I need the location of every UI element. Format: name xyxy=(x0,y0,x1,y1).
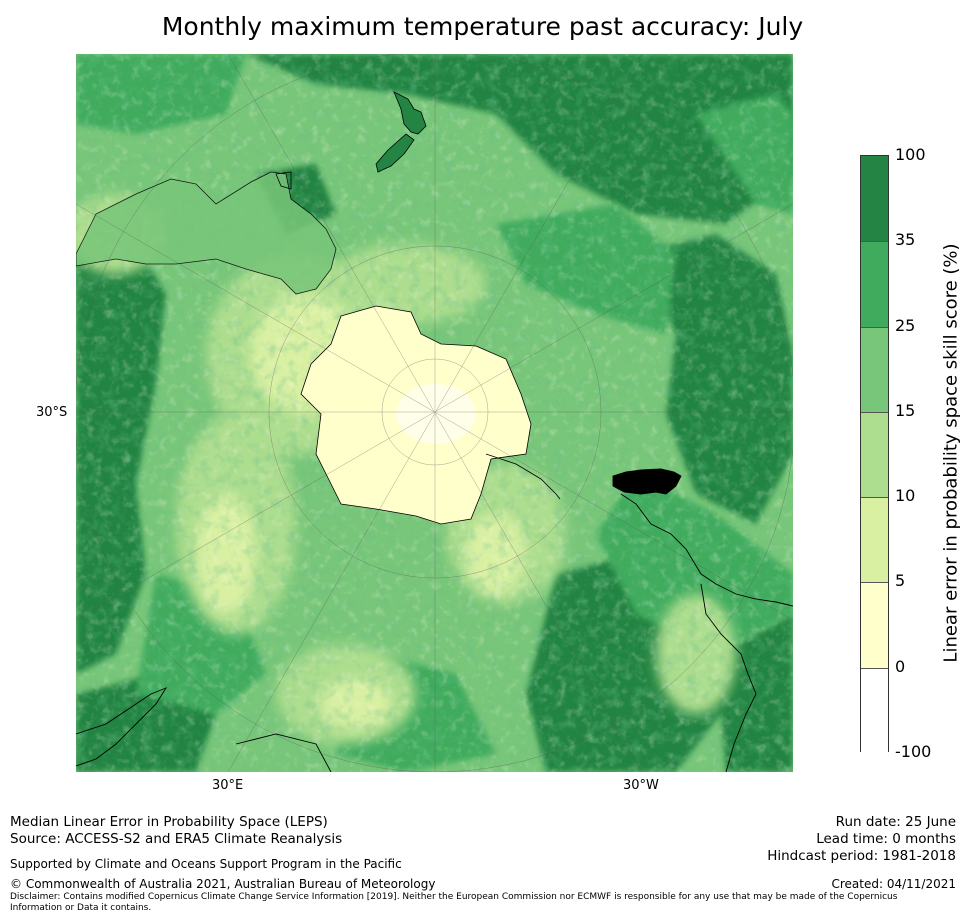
colorbar-tick-label: 5 xyxy=(895,571,906,591)
colorbar-bin xyxy=(861,667,888,753)
graticule xyxy=(76,54,793,772)
footer-method: Median Linear Error in Probability Space… xyxy=(10,814,328,830)
colorbar-tick-label: 35 xyxy=(895,230,916,250)
colorbar-bin xyxy=(861,497,888,583)
colorbar-bin xyxy=(861,326,888,412)
colorbar-bin xyxy=(861,582,888,668)
footer-copyright: © Commonwealth of Australia 2021, Austra… xyxy=(10,877,436,891)
footer-created: Created: 04/11/2021 xyxy=(831,877,956,891)
colorbar-tick-label: 100 xyxy=(895,145,926,164)
antarctica xyxy=(300,305,561,525)
new-zealand xyxy=(375,91,427,173)
footer-disclaimer: Disclaimer: Contains modified Copernicus… xyxy=(10,892,897,914)
colorbar-bin xyxy=(861,241,888,327)
colorbar xyxy=(860,155,889,753)
footer-supported: Supported by Climate and Oceans Support … xyxy=(10,857,402,871)
lon-label-30w: 30°W xyxy=(623,778,659,793)
colorbar-bin xyxy=(861,411,888,498)
footer-disclaimer-line1: Disclaimer: Contains modified Copernicus… xyxy=(10,892,898,902)
chart-title: Monthly maximum temperature past accurac… xyxy=(161,12,804,41)
south-america xyxy=(612,468,793,772)
australia xyxy=(76,171,337,295)
colorbar-tick-label: 25 xyxy=(895,315,916,335)
footer-disclaimer-line2: Information or Data it contains. xyxy=(10,903,152,913)
southern-africa xyxy=(76,687,332,772)
lat-label-30s: 30°S xyxy=(36,405,68,420)
footer-source: Source: ACCESS-S2 and ERA5 Climate Reana… xyxy=(10,831,343,847)
skill-score-map xyxy=(76,54,793,772)
colorbar-tick-label: -100 xyxy=(895,742,932,761)
colorbar-tick-label: 0 xyxy=(895,656,906,676)
colorbar-label: Linear error in probability space skill … xyxy=(940,243,962,663)
lon-label-30e: 30°E xyxy=(212,778,244,793)
colorbar-tick-label: 15 xyxy=(895,400,916,420)
footer-lead-time: Lead time: 0 months xyxy=(816,831,956,847)
colorbar-tick-label: 10 xyxy=(895,486,916,506)
footer-hindcast: Hindcast period: 1981-2018 xyxy=(767,848,956,864)
map-panel[interactable] xyxy=(76,54,793,772)
footer-run-date: Run date: 25 June xyxy=(835,814,956,830)
colorbar-bin xyxy=(861,156,888,242)
